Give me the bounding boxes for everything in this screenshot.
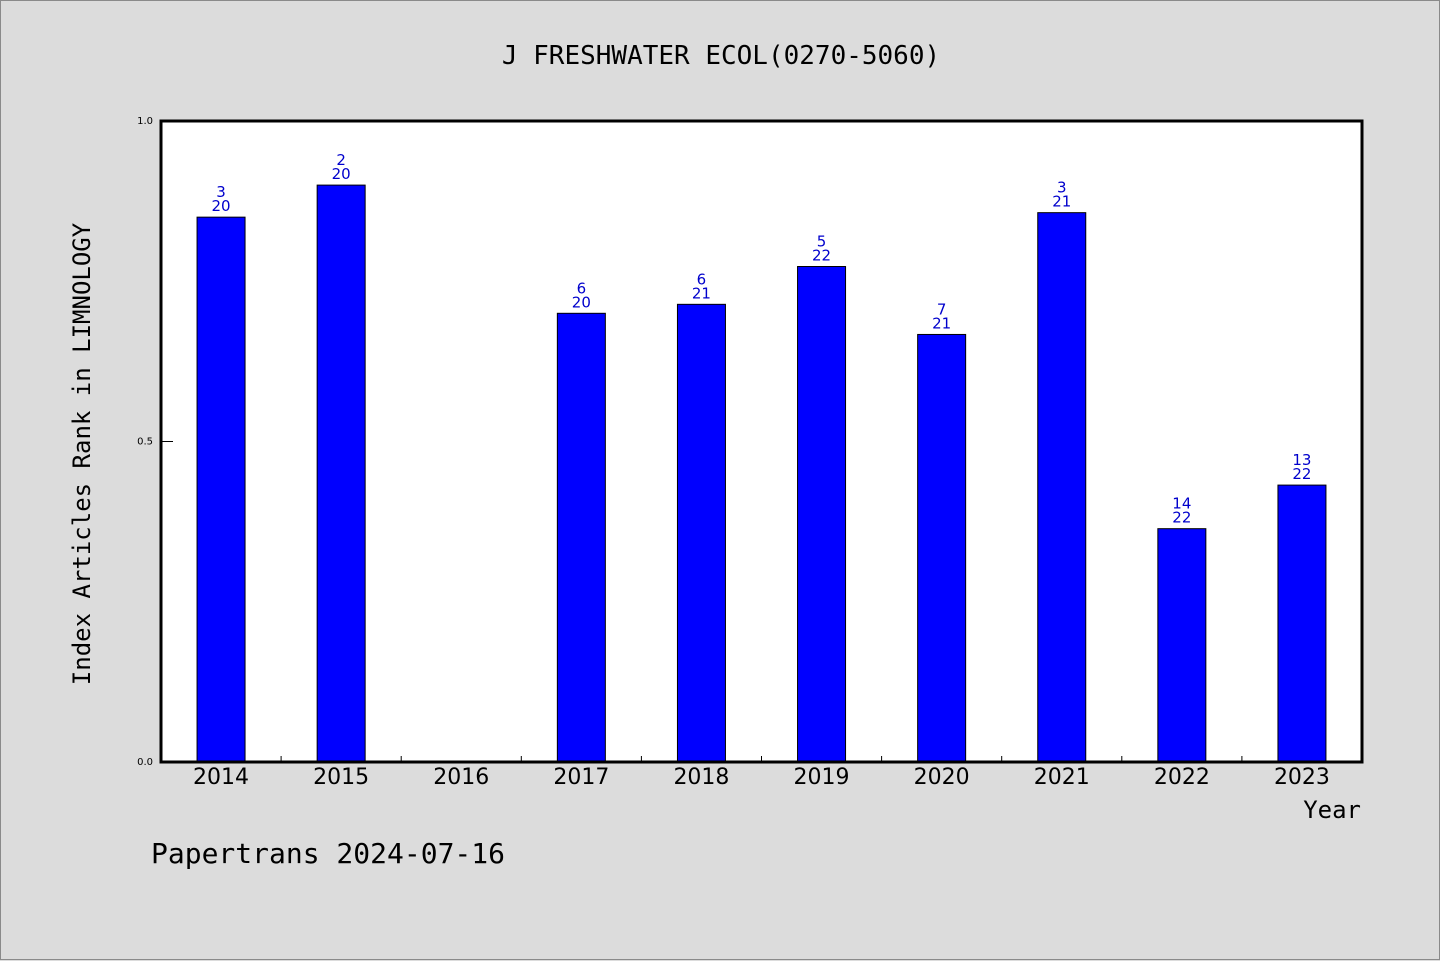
total-label-2020: 21 <box>932 314 951 332</box>
total-label-2015: 20 <box>332 165 351 183</box>
total-label-2018: 21 <box>692 284 711 302</box>
x-tick-label-2014: 2014 <box>193 765 249 790</box>
bar-2018 <box>676 303 726 763</box>
bar-2020 <box>917 333 967 763</box>
bar-2022 <box>1157 528 1207 763</box>
rank-label-2021: 3 <box>1057 179 1067 197</box>
y-tick-label: 1.0 <box>137 116 153 127</box>
total-label-2019: 22 <box>812 247 831 265</box>
bar-2023 <box>1277 484 1327 763</box>
total-label-2017: 20 <box>572 293 591 311</box>
bar-2015 <box>316 184 366 763</box>
rank-label-2014: 3 <box>216 183 226 201</box>
bar-2017 <box>556 312 606 763</box>
y-axis-label: Index Articles Rank in LIMNOLOGY <box>68 222 96 685</box>
total-label-2023: 22 <box>1292 465 1311 483</box>
x-axis: 2014 2015 2016 2017 2018 2019 2020 2021 2022 2023 <box>193 756 1330 790</box>
bar-2021 <box>1037 212 1087 763</box>
total-label-2021: 21 <box>1052 193 1071 211</box>
y-tick-label: 0.5 <box>137 437 153 448</box>
x-tick-label-2019: 2019 <box>794 765 850 790</box>
chart-title: J FRESHWATER ECOL(0270-5060) <box>502 41 940 71</box>
x-tick-label-2017: 2017 <box>553 765 609 790</box>
x-axis-label: Year <box>1303 796 1361 824</box>
plot-border <box>159 119 1364 764</box>
bar-2014 <box>196 216 246 763</box>
rank-label-2018: 6 <box>697 270 707 288</box>
x-tick-label-2015: 2015 <box>313 765 369 790</box>
rank-label-2019: 5 <box>817 233 827 251</box>
rank-label-2015: 2 <box>336 151 346 169</box>
x-tick-label-2023: 2023 <box>1274 765 1330 790</box>
x-tick-label-2022: 2022 <box>1154 765 1210 790</box>
bars-group <box>196 184 1327 763</box>
x-tick-label-2020: 2020 <box>914 765 970 790</box>
x-tick-label-2016: 2016 <box>433 765 489 790</box>
footer-text: Papertrans 2024-07-16 <box>151 837 505 870</box>
total-label-2022: 22 <box>1172 509 1191 527</box>
y-tick-label: 0.0 <box>137 757 153 768</box>
total-label-2014: 20 <box>212 197 231 215</box>
rank-label-2020: 7 <box>937 300 947 318</box>
rank-label-2017: 6 <box>577 279 587 297</box>
bar-2019 <box>797 266 847 763</box>
x-tick-label-2021: 2021 <box>1034 765 1090 790</box>
rank-label-2023: 13 <box>1292 451 1311 469</box>
x-tick-label-2018: 2018 <box>673 765 729 790</box>
rank-label-2022: 14 <box>1172 495 1191 513</box>
